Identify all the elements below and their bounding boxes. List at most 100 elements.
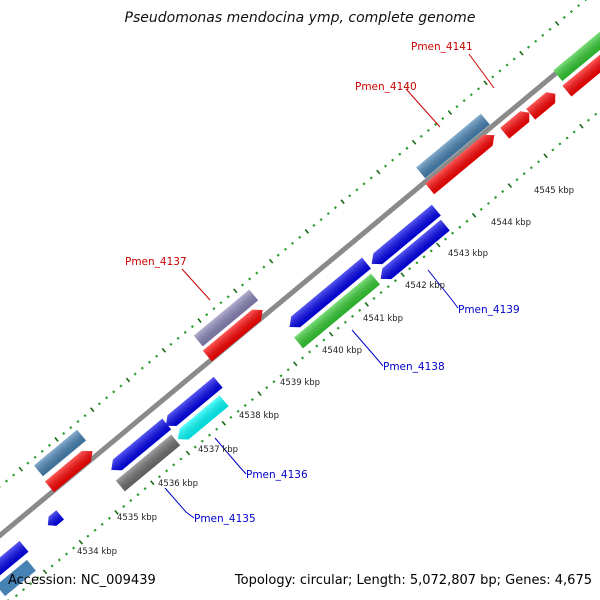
lower-tick <box>322 338 326 342</box>
upper-tick <box>391 158 395 162</box>
upper-tick <box>512 57 516 61</box>
lower-tick <box>386 285 390 289</box>
gene-blue-4136[interactable] <box>161 376 223 431</box>
gene-label-pmen-4141[interactable]: Pmen_4141 <box>411 41 473 53</box>
lower-tick <box>300 356 305 360</box>
lower-tick <box>193 445 197 449</box>
upper-tick <box>233 288 238 294</box>
lower-tick <box>265 386 269 390</box>
upper-tick <box>541 33 545 37</box>
upper-tick <box>212 307 216 311</box>
upper-tick <box>240 283 245 287</box>
gene-red-2[interactable] <box>202 305 267 362</box>
lower-tick <box>451 231 455 235</box>
lower-tick <box>558 142 562 146</box>
upper-tick <box>362 182 366 186</box>
gene-red-3[interactable] <box>425 130 499 195</box>
leader-pmen-4135 <box>164 487 195 519</box>
gene-label-pmen-4140[interactable]: Pmen_4140 <box>355 81 417 93</box>
lower-tick <box>286 368 290 372</box>
lower-tick <box>14 594 18 598</box>
gene-label-pmen-4139[interactable]: Pmen_4139 <box>458 304 520 316</box>
upper-tick <box>441 117 445 121</box>
lower-tick <box>579 123 584 129</box>
gene-blue-4139a[interactable] <box>367 204 441 269</box>
upper-tick <box>47 443 51 447</box>
lower-tick <box>179 457 183 461</box>
lower-tick <box>422 255 426 259</box>
upper-tick <box>40 449 44 453</box>
lower-tick <box>543 153 548 159</box>
gene-blue-4138[interactable] <box>285 257 371 333</box>
upper-tick <box>554 20 560 26</box>
lower-tick <box>443 237 448 241</box>
upper-tick <box>112 390 116 394</box>
ruler-label-4542: 4542 kbp <box>405 281 445 291</box>
gene-lavender-4137[interactable] <box>193 289 259 347</box>
ruler-label-4538: 4538 kbp <box>239 411 279 421</box>
upper-tick <box>455 105 459 109</box>
gene-blue-small[interactable] <box>44 510 64 529</box>
upper-tick <box>205 313 209 317</box>
gene-green-top[interactable] <box>553 26 600 82</box>
map-title: Pseudomonas mendocina ymp, complete geno… <box>124 10 476 26</box>
gene-cyan-4136[interactable] <box>173 395 229 444</box>
lower-tick <box>279 374 283 378</box>
ruler-label-4535: 4535 kbp <box>117 513 157 523</box>
upper-tick <box>333 206 337 210</box>
upper-tick <box>54 436 59 442</box>
lower-tick <box>586 118 591 122</box>
gene-label-pmen-4137[interactable]: Pmen_4137 <box>125 256 187 268</box>
lower-tick <box>172 463 176 467</box>
upper-tick <box>426 128 430 132</box>
lower-tick <box>565 136 569 140</box>
upper-tick <box>312 223 316 227</box>
gene-label-pmen-4135[interactable]: Pmen_4135 <box>194 513 256 525</box>
lower-tick <box>122 504 126 508</box>
lower-tick <box>536 160 541 164</box>
gene-label-pmen-4138[interactable]: Pmen_4138 <box>383 361 445 373</box>
gene-red-4141b[interactable] <box>526 88 560 120</box>
lower-tick <box>21 588 26 592</box>
gene-blue-4139b[interactable] <box>376 219 450 284</box>
gene-steel-1[interactable] <box>33 429 87 477</box>
lower-tick <box>215 427 219 431</box>
lower-tick <box>157 475 161 479</box>
upper-tick <box>348 194 352 198</box>
gene-gray-4135[interactable] <box>115 434 181 492</box>
lower-tick <box>243 403 247 407</box>
upper-tick <box>462 99 466 103</box>
lower-tick <box>522 172 526 176</box>
gene-red-top[interactable] <box>562 47 600 97</box>
lower-tick <box>185 450 191 456</box>
leader-pmen-4136 <box>214 437 247 475</box>
gene-blue-corner[interactable] <box>0 541 29 585</box>
ruler-label-4534: 4534 kbp <box>77 547 117 557</box>
lower-tick <box>93 528 97 532</box>
gene-red-4141a[interactable] <box>500 107 534 139</box>
gene-label-pmen-4136[interactable]: Pmen_4136 <box>246 469 308 481</box>
gene-red-1[interactable] <box>44 446 97 493</box>
upper-tick <box>140 366 144 370</box>
upper-tick <box>268 258 274 264</box>
upper-tick <box>161 347 167 353</box>
upper-tick <box>226 295 230 299</box>
ruler-label-4541: 4541 kbp <box>363 314 403 324</box>
upper-tick <box>197 318 202 323</box>
gene-steel-4140[interactable] <box>416 113 490 179</box>
ruler-label-4539: 4539 kbp <box>280 378 320 388</box>
upper-tick <box>33 455 37 459</box>
upper-tick <box>255 271 259 275</box>
upper-tick <box>183 330 187 334</box>
leader-pmen-4137 <box>181 268 211 301</box>
lower-tick <box>250 398 254 402</box>
lower-tick <box>114 509 119 515</box>
gene-steel-corner[interactable] <box>0 559 36 597</box>
lower-tick <box>100 522 104 526</box>
upper-tick <box>26 461 30 465</box>
lower-tick <box>393 279 397 283</box>
gene-blue-4135[interactable] <box>107 418 172 476</box>
gene-green-4138[interactable] <box>294 273 380 349</box>
ruler-label-4536: 4536 kbp <box>158 479 198 489</box>
upper-tick <box>262 265 266 269</box>
